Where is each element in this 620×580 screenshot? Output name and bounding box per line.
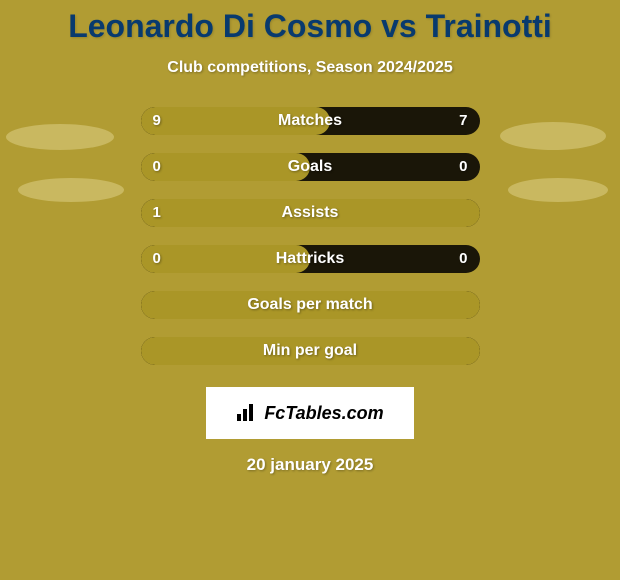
date-text: 20 january 2025 [0,455,620,475]
comparison-bars: Matches97Goals00Assists1Hattricks00Goals… [141,107,480,365]
stat-label: Hattricks [141,245,480,273]
stat-right-value: 7 [459,107,467,135]
subtitle: Club competitions, Season 2024/2025 [0,59,620,77]
background-ellipse [500,122,606,150]
stat-label: Goals [141,153,480,181]
stat-left-value: 0 [153,245,161,273]
stat-bar: Assists1 [141,199,480,227]
stat-bar: Goals0 0 [141,153,480,181]
stat-left-value: 0 [153,153,161,181]
stat-bar: Min per goal [141,337,480,365]
stat-label: Min per goal [141,337,480,365]
bar-chart-icon [236,404,258,422]
stat-bar: Hattricks0 0 [141,245,480,273]
page-title: Leonardo Di Cosmo vs Trainotti [0,0,620,45]
brand-badge: FcTables.com [206,387,414,439]
stat-right-value: 0 [459,153,467,181]
background-ellipse [18,178,124,202]
stat-label: Assists [141,199,480,227]
stat-label: Goals per match [141,291,480,319]
brand-text: FcTables.com [264,403,383,424]
stat-left-value: 9 [153,107,161,135]
stat-bar: Matches9 7 [141,107,480,135]
stat-label: Matches [141,107,480,135]
stat-left-value: 1 [153,199,161,227]
background-ellipse [508,178,608,202]
stat-bar: Goals per match [141,291,480,319]
background-ellipse [6,124,114,150]
stat-right-value: 0 [459,245,467,273]
